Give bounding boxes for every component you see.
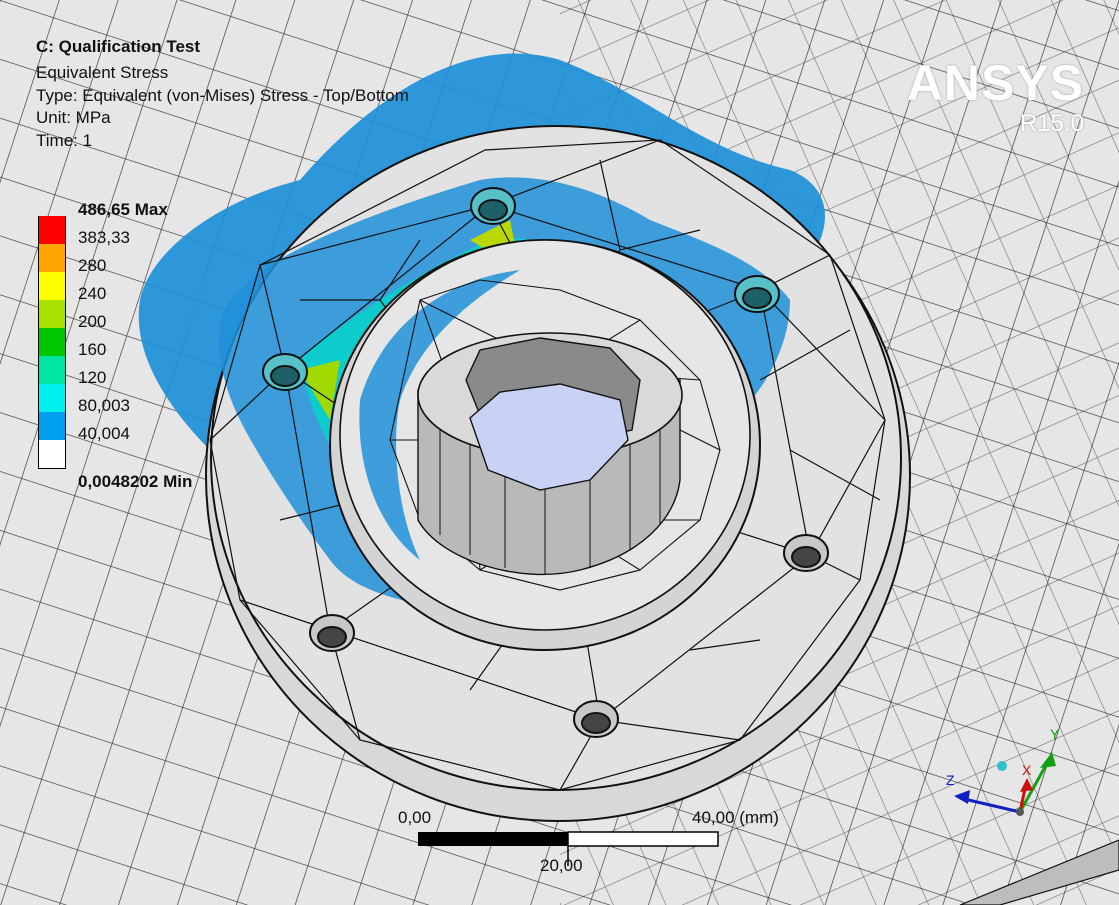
z-axis-label: Z [946, 772, 955, 788]
legend-label-5: 160 [78, 340, 107, 359]
bolt-hole-2 [734, 275, 780, 313]
legend-label-2: 280 [78, 256, 107, 275]
bolt-hole-5 [309, 614, 355, 652]
bolt-hole-3 [262, 353, 308, 391]
bolt-hole-6 [573, 700, 619, 738]
stress-contour-green-2 [300, 360, 340, 420]
bolt-holes [262, 187, 829, 738]
ansys-brand-text: ANSYS [906, 55, 1084, 111]
legend-swatch-9 [38, 440, 66, 469]
coordinate-triad[interactable]: Y X Z [930, 710, 1070, 830]
analysis-title: C: Qualification Test [36, 37, 201, 56]
scale-mid-label: 20,00 [540, 856, 583, 875]
isometric-view-ball [997, 761, 1007, 771]
legend-max-label: 486,65 Max [78, 200, 168, 219]
contour-legend[interactable]: 486,65 Max 383,33 280 240 200 160 120 80… [38, 200, 278, 498]
z-axis-arrow [959, 796, 1021, 814]
result-unit: Unit: MPa [36, 108, 111, 127]
y-axis-label: Y [1050, 726, 1060, 742]
scale-ruler: 0,00 40,00 (mm) 20,00 [380, 800, 840, 890]
scale-right-label: 40,00 (mm) [692, 808, 779, 827]
ansys-logo: ANSYS R15.0 [907, 46, 1098, 146]
scale-left-label: 0,00 [398, 808, 432, 827]
legend-label-3: 240 [78, 284, 107, 303]
legend-swatch-2 [38, 244, 66, 272]
legend-swatch-1 [38, 216, 66, 244]
ansys-version-text: R15.0 [1019, 110, 1084, 137]
edge-beam [959, 839, 1119, 905]
result-time: Time: 1 [36, 131, 93, 150]
legend-label-8: 40,004 [78, 424, 130, 443]
legend-swatch-4 [38, 300, 66, 328]
bore-opening [469, 383, 629, 491]
hub-contour [359, 270, 520, 560]
triad-graphic[interactable] [930, 710, 1070, 830]
result-name: Equivalent Stress [36, 63, 169, 82]
bolt-hole-4 [783, 534, 829, 572]
legend-label-4: 200 [78, 312, 107, 331]
legend-swatch-6 [38, 356, 66, 384]
legend-min-label: 0,0048202 Min [78, 472, 193, 491]
legend-label-1: 383,33 [78, 228, 130, 247]
result-type: Type: Equivalent (von-Mises) Stress - To… [36, 86, 409, 105]
legend-swatch-5 [38, 328, 66, 356]
bolt-hole-1 [470, 187, 516, 225]
x-axis-label: X [1022, 762, 1032, 778]
legend-swatch-8 [38, 412, 66, 440]
scale-ruler-graphic [418, 831, 719, 866]
legend-label-6: 120 [78, 368, 107, 387]
legend-swatch-7 [38, 384, 66, 412]
triad-origin [1016, 808, 1024, 816]
legend-label-7: 80,003 [78, 396, 130, 415]
legend-swatch-3 [38, 272, 66, 300]
